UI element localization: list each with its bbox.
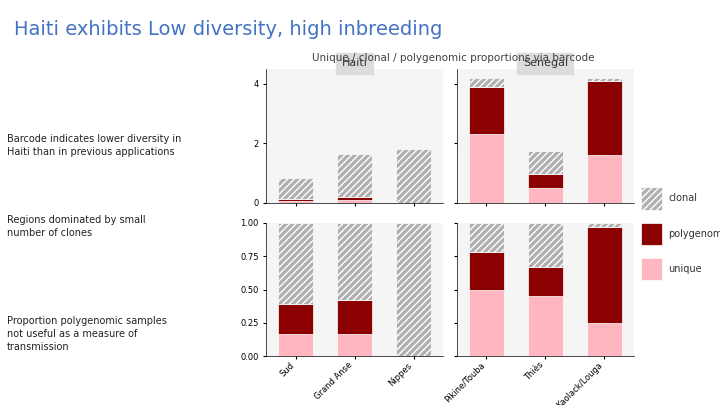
Text: Unique / clonal / polygenomic proportions via barcode: Unique / clonal / polygenomic proportion…	[312, 53, 595, 63]
Bar	[278, 334, 313, 356]
Text: Barcode indicates lower diversity in
Haiti than in previous applications: Barcode indicates lower diversity in Hai…	[7, 134, 181, 157]
Bar	[337, 223, 372, 300]
Bar	[278, 178, 313, 199]
Text: polygenomic: polygenomic	[668, 229, 720, 239]
FancyBboxPatch shape	[641, 223, 662, 245]
Bar	[278, 201, 313, 202]
Text: Regions dominated by small
number of clones: Regions dominated by small number of clo…	[7, 215, 146, 238]
Bar	[469, 223, 504, 252]
Bar	[528, 175, 563, 188]
Bar	[337, 197, 372, 200]
Text: unique: unique	[668, 264, 702, 274]
Bar	[337, 300, 372, 334]
Bar	[528, 296, 563, 356]
FancyBboxPatch shape	[641, 187, 662, 210]
Bar	[528, 188, 563, 202]
Bar	[528, 267, 563, 296]
Bar	[278, 223, 313, 304]
Bar	[587, 155, 622, 202]
Title: Haiti: Haiti	[342, 58, 368, 68]
Bar	[469, 87, 504, 134]
Bar	[469, 290, 504, 356]
Bar	[528, 151, 563, 175]
Bar	[396, 223, 431, 356]
Text: Haiti exhibits Low diversity, high inbreeding: Haiti exhibits Low diversity, high inbre…	[14, 20, 443, 39]
Bar	[469, 252, 504, 290]
Bar	[528, 223, 563, 267]
Bar	[587, 81, 622, 155]
Bar	[278, 304, 313, 334]
Title: Senegal: Senegal	[523, 58, 568, 68]
Bar	[337, 200, 372, 202]
FancyBboxPatch shape	[641, 258, 662, 280]
Bar	[337, 154, 372, 197]
Bar	[587, 223, 622, 227]
Bar	[337, 334, 372, 356]
Text: clonal: clonal	[668, 194, 698, 203]
Bar	[587, 78, 622, 81]
Bar	[469, 78, 504, 87]
Text: Proportion polygenomic samples
not useful as a measure of
transmission: Proportion polygenomic samples not usefu…	[7, 316, 167, 352]
Bar	[587, 227, 622, 323]
Bar	[396, 149, 431, 202]
Bar	[587, 323, 622, 356]
Bar	[469, 134, 504, 202]
Bar	[278, 199, 313, 201]
